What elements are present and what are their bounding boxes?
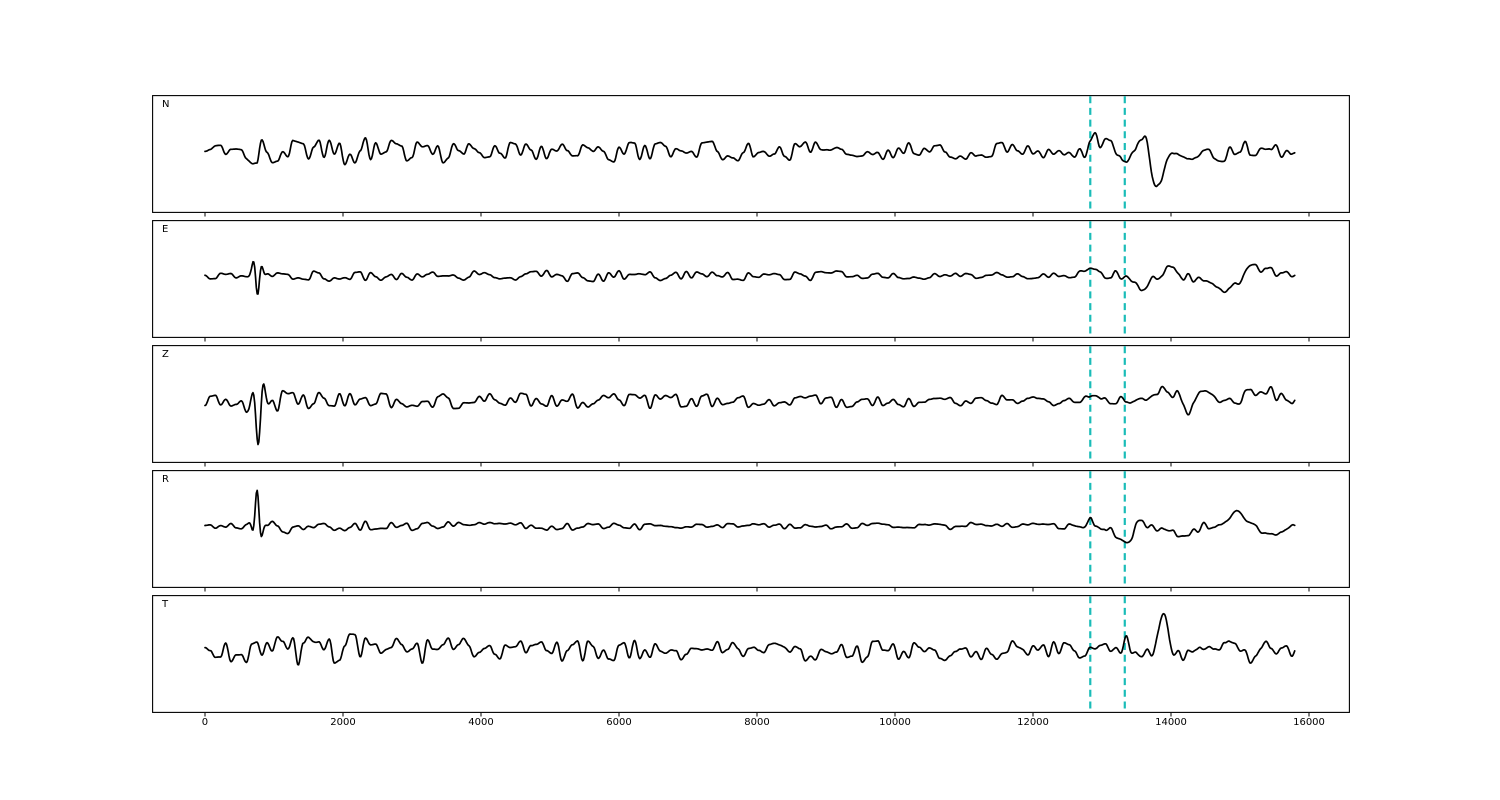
x-tick-label: 8000 [744, 717, 770, 728]
x-tick-label: 12000 [1017, 717, 1049, 728]
panel-label-e: E [162, 224, 169, 235]
axes-border [152, 470, 1350, 588]
axes-border [152, 345, 1350, 463]
seismogram-trace [204, 383, 1296, 446]
waveform-plot-t [152, 595, 1350, 717]
panel-label-z: Z [162, 349, 169, 360]
seismogram-trace [204, 489, 1296, 544]
seismogram-trace [204, 612, 1296, 666]
x-tick-label: 4000 [468, 717, 494, 728]
panel-label-n: N [162, 99, 170, 110]
panel-e: E [152, 220, 1350, 342]
panel-label-r: R [162, 474, 169, 485]
waveform-plot-e [152, 220, 1350, 342]
x-tick-label: 14000 [1155, 717, 1187, 728]
seismogram-trace [204, 260, 1296, 295]
seismogram-trace [204, 131, 1296, 188]
x-axis-tick-labels: 0 2000 4000 6000 8000 10000 12000 14000 16000 [0, 717, 1500, 733]
x-tick-label: 16000 [1293, 717, 1325, 728]
axes-border [152, 595, 1350, 713]
waveform-plot-n [152, 95, 1350, 217]
x-tick-label: 10000 [879, 717, 911, 728]
panel-n: N [152, 95, 1350, 217]
x-tick-label: 6000 [606, 717, 632, 728]
panel-r: R [152, 470, 1350, 592]
waveform-plot-z [152, 345, 1350, 467]
axes-border [152, 220, 1350, 338]
axes-border [152, 95, 1350, 213]
waveform-plot-r [152, 470, 1350, 592]
panel-label-t: T [162, 599, 169, 610]
x-tick-label: 0 [201, 717, 209, 728]
x-tick-label: 2000 [330, 717, 356, 728]
panel-t: T [152, 595, 1350, 717]
panel-z: Z [152, 345, 1350, 467]
